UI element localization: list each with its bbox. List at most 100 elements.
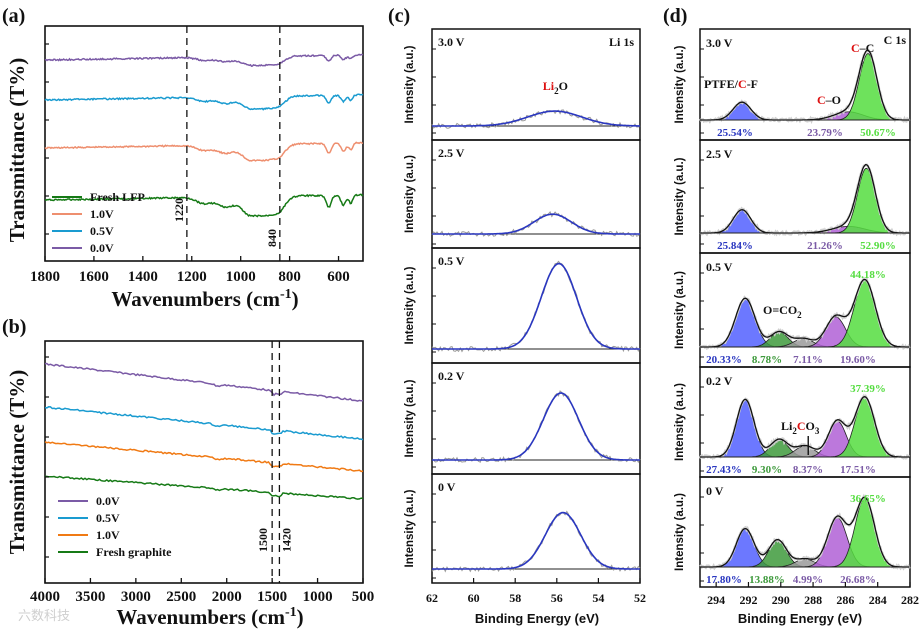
panel-c-fit-2	[432, 262, 640, 350]
panel-a-legend-label: 0.5V	[90, 224, 114, 238]
panel-d-pct-3-4: 37.39%	[850, 383, 886, 395]
panel-d-envelope-2	[700, 278, 910, 348]
panel-b-xtick-label-1000: 1000	[303, 589, 333, 605]
panel-c-title: Li 1s	[609, 35, 634, 49]
panel-a-label: (a)	[2, 5, 25, 27]
panel-d-label-1: 2.5 V	[706, 147, 733, 161]
panel-c-fit-4	[432, 511, 640, 570]
panel-d-pct-3-2: 8.37%	[793, 464, 823, 476]
panel-d-label-li2co3: Li2CO3	[781, 419, 820, 436]
panel-d-pct-2-2: 7.11%	[793, 354, 823, 366]
panel-d-xtick-label-292: 292	[739, 593, 757, 607]
panel-d-xtick-label-288: 288	[804, 593, 822, 607]
panel-d-subplot-4: 0 V Intensity (a.u.) 17.80% 13.88% 4.99% 26.6…	[674, 476, 911, 588]
panel-d-pct-4-3: 26.68%	[840, 574, 876, 586]
panel-c-ylabel-1: Intensity (a.u.)	[404, 155, 416, 233]
panel-d-pct-4-2: 4.99%	[793, 574, 823, 586]
panel-b-xtick-label-1500: 1500	[257, 589, 287, 605]
panel-b-xtick-label-2000: 2000	[212, 589, 242, 605]
watermark: 六数科技	[18, 609, 70, 624]
panel-d-label-oco2: O=CO2	[763, 303, 802, 320]
panel-d-pct-0-2: 50.67%	[860, 127, 896, 139]
panel-d-ylabel-3: Intensity (a.u.)	[674, 383, 686, 461]
panel-c-frame-4	[431, 473, 641, 584]
panel-b-xlabel: Wavenumbers (cm-1)	[116, 605, 303, 629]
panel-a-xtick-label-600: 600	[327, 269, 350, 285]
panel-c-ylabel-0: Intensity (a.u.)	[404, 45, 416, 123]
panel-d-pct-2-1: 8.78%	[752, 354, 782, 366]
panel-d-subplot-2: 0.5 V Intensity (a.u.) 20.33% 8.78% 7.11% 19.…	[674, 252, 911, 368]
panel-d-label-4: 0 V	[706, 484, 724, 498]
panel-a-ftir-lfp: 1220 840 1800 1600 1400 1200 1000 800 600 Trans…	[5, 25, 364, 311]
panel-b-frame	[44, 340, 364, 584]
panel-d-ylabel-4: Intensity (a.u.)	[674, 493, 686, 571]
panel-a-frame	[44, 25, 364, 262]
panel-d-frame-4	[699, 476, 911, 588]
panel-b-marker-label-1500: 1500	[256, 528, 270, 552]
panel-b-series-1-0v	[44, 441, 364, 473]
panel-a-series-0-0v	[44, 53, 364, 67]
panel-d-pct-0-1: 23.79%	[807, 127, 843, 139]
panel-b-legend-label: Fresh graphite	[96, 545, 172, 559]
panel-c-ylabel-4: Intensity (a.u.)	[404, 489, 416, 567]
panel-b-xtick-label-500: 500	[352, 589, 375, 605]
panel-c-xtick-label-58: 58	[509, 591, 521, 605]
panel-d-xlabel: Binding Energy (eV)	[738, 611, 862, 626]
panel-b-legend-label: 1.0V	[96, 528, 120, 542]
panel-d-xtick-label-282: 282	[901, 593, 919, 607]
panel-b-ylabel: Transmittance (T%)	[5, 370, 29, 555]
panel-c-fit-1	[432, 213, 640, 235]
panel-c-label-4: 0 V	[438, 480, 456, 494]
panel-d-pct-3-1: 9.30%	[752, 464, 782, 476]
panel-a-xlabel: Wavenumbers (cm-1)	[111, 287, 298, 311]
panel-c-fit-3	[432, 392, 640, 461]
panel-d-xtick-label-284: 284	[869, 593, 887, 607]
panel-d-pct-2-4: 44.18%	[850, 269, 886, 281]
panel-c-xtick-label-52: 52	[634, 591, 646, 605]
panel-c-subplot-4: 0 V Intensity (a.u.)	[404, 473, 641, 584]
panel-a-legend-label: Fresh LFP	[90, 190, 145, 204]
panel-c-label: (c)	[388, 5, 410, 27]
panel-d-label-3: 0.2 V	[706, 374, 733, 388]
panel-b-legend-label: 0.0V	[96, 494, 120, 508]
panel-b-xtick-label-4000: 4000	[30, 589, 60, 605]
panel-d-label-0: 3.0 V	[706, 36, 733, 50]
panel-c-peak-label: Li2O	[543, 79, 568, 96]
panel-d-subplot-3: 0.2 V Intensity (a.u.) 27.43% 9.30% 8.37% 17.…	[674, 366, 911, 478]
panel-d-envelope-4	[700, 496, 910, 568]
panel-d-pct-4-1: 13.88%	[749, 574, 785, 586]
panel-d-ylabel-1: Intensity (a.u.)	[674, 157, 686, 235]
panel-a-series-fresh-lfp	[44, 193, 364, 218]
panel-b-label: (b)	[2, 316, 26, 338]
panel-d-ylabel-2: Intensity (a.u.)	[674, 271, 686, 349]
panel-c-xtick-label-54: 54	[592, 591, 604, 605]
panel-b-legend-label: 0.5V	[96, 511, 120, 525]
panel-b-series-fresh-graphite	[44, 475, 364, 500]
panel-d-pct-2-3: 19.60%	[840, 354, 876, 366]
panel-a-xtick-label-1800: 1800	[30, 269, 60, 285]
panel-a-ylabel: Transmittance (T%)	[5, 58, 29, 243]
panel-c-xtick-label-62: 62	[426, 591, 438, 605]
panel-d-pct-1-1: 21.26%	[807, 240, 843, 252]
panel-d-c1s: 3.0 V Intensity (a.u.) 25.54% 23.79% 50.67% C…	[674, 28, 919, 626]
panel-c-xlabel: Binding Energy (eV)	[475, 611, 599, 626]
panel-b-xtick-label-3500: 3500	[75, 589, 105, 605]
panel-c-subplot-3: 0.2 V Intensity (a.u.)	[404, 362, 641, 475]
panel-d-envelope-3	[700, 396, 910, 458]
panel-b-marker-label-1420: 1420	[279, 528, 293, 552]
panel-d-xtick-label-286: 286	[836, 593, 854, 607]
panel-c-xtick-label-56: 56	[551, 591, 563, 605]
panel-a-xtick-label-1000: 1000	[226, 269, 256, 285]
panel-a-xtick-label-1200: 1200	[177, 269, 207, 285]
panel-d-label-ptfe: PTFE/C-F	[704, 77, 758, 91]
panel-a-xtick-label-1400: 1400	[128, 269, 158, 285]
panel-d-label-co: C–O	[817, 93, 841, 107]
panel-d-pct-2-0: 20.33%	[706, 354, 742, 366]
panel-d-pct-1-2: 52.90%	[860, 240, 896, 252]
panel-d-pct-4-4: 36.65%	[850, 493, 886, 505]
panel-c-label-1: 2.5 V	[438, 146, 465, 160]
panel-d-pct-0-0: 25.54%	[717, 127, 753, 139]
panel-d-label-cc: C–C	[851, 41, 874, 55]
panel-a-xtick-label-800: 800	[278, 269, 301, 285]
